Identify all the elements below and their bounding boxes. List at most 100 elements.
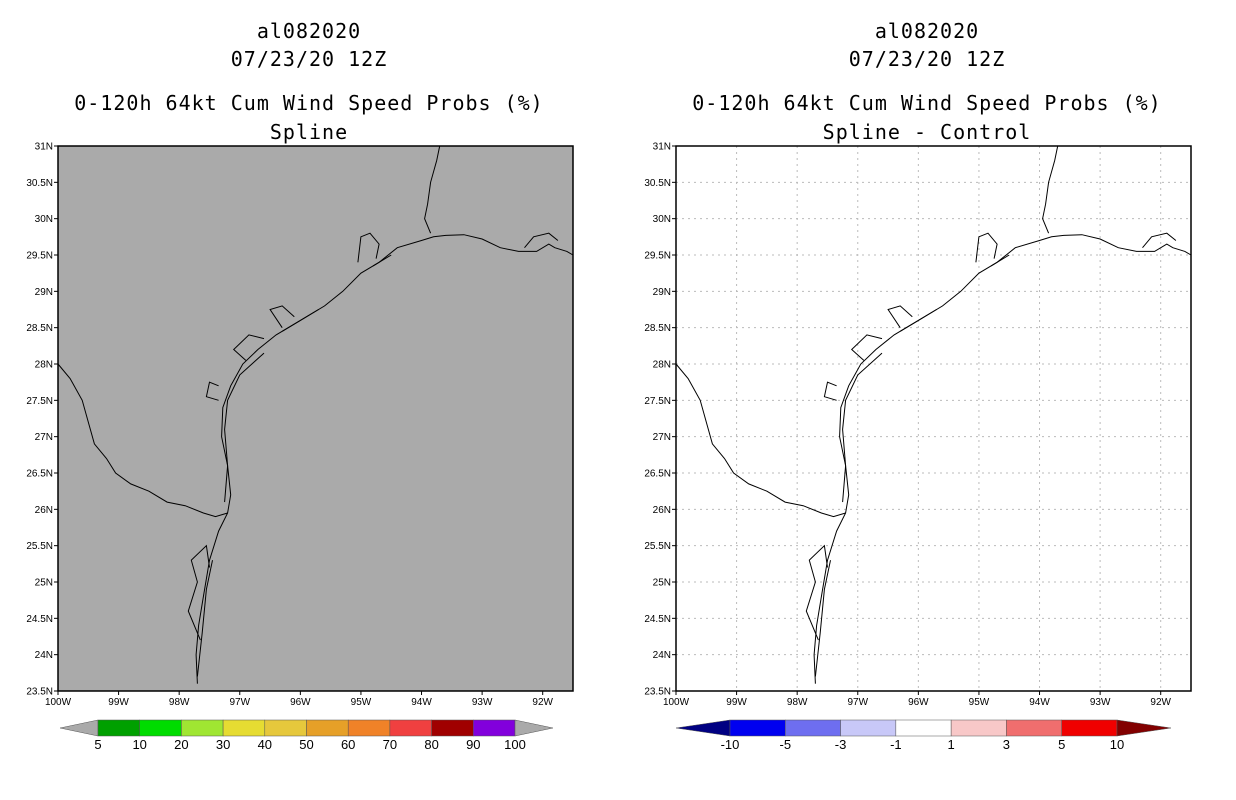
lon-tick-label: 98W [787, 697, 808, 708]
right-map-frame [675, 145, 1192, 692]
lat-tick-label: 24.5N [26, 614, 53, 625]
colorbar-box [97, 719, 140, 737]
lon-tick-label: 94W [411, 697, 432, 708]
lon-tick-label: 97W [229, 697, 250, 708]
colorbar-box [389, 719, 432, 737]
colorbar-box [347, 719, 391, 737]
colorbar-box [729, 719, 786, 737]
colorbar-high-arrow [1116, 719, 1172, 737]
left-title-date: 07/23/20 12Z [231, 47, 388, 71]
colorbar-label: 90 [466, 737, 480, 752]
lon-tick-label: 95W [351, 697, 372, 708]
colorbar-box [895, 719, 952, 737]
colorbar-box [431, 719, 474, 737]
colorbar-label: 80 [424, 737, 438, 752]
lon-tick-label: 97W [847, 697, 868, 708]
lat-tick-label: 30N [653, 214, 671, 225]
lat-tick-label: 24.5N [644, 614, 671, 625]
lat-tick-label: 29N [653, 287, 671, 298]
lon-tick-label: 94W [1029, 697, 1050, 708]
colorbar-label: 40 [258, 737, 272, 752]
lat-tick-label: 30.5N [26, 178, 53, 189]
right-title-product: 0-120h 64kt Cum Wind Speed Probs (%) [692, 91, 1161, 115]
left-coastline [57, 145, 574, 684]
right-title-date: 07/23/20 12Z [849, 47, 1006, 71]
lat-tick-label: 25.5N [644, 541, 671, 552]
left-map-background [58, 146, 573, 691]
right-title-storm: al082020 [875, 19, 979, 43]
lon-tick-label: 93W [1090, 697, 1111, 708]
colorbar-label: 5 [1058, 737, 1065, 752]
colorbar-label: -3 [835, 737, 847, 752]
barrier-island [372, 254, 392, 267]
right-lon-axis: 100W 99W 98W 97W 96W 95W 94W 93W 92W [663, 691, 1172, 708]
lat-tick-label: 23.5N [644, 687, 671, 698]
bay-outline [887, 305, 913, 328]
lat-tick-label: 29N [35, 287, 53, 298]
lat-tick-label: 25N [653, 578, 671, 589]
left-title-storm: al082020 [257, 19, 361, 43]
lat-tick-label: 28.5N [644, 323, 671, 334]
bay-outline [1142, 232, 1177, 249]
lat-tick-label: 28N [653, 360, 671, 371]
rio-grande-border [675, 363, 846, 518]
barrier-island [899, 309, 937, 332]
lat-tick-label: 29.5N [26, 251, 53, 262]
lon-tick-label: 99W [726, 697, 747, 708]
bay-outline [823, 381, 837, 401]
lon-tick-label: 93W [472, 697, 493, 708]
bay-outline [524, 232, 559, 249]
lon-tick-label: 96W [908, 697, 929, 708]
colorbar-box [222, 719, 266, 737]
lat-tick-label: 26.5N [644, 469, 671, 480]
colorbar-label: 50 [299, 737, 313, 752]
lon-tick-label: 100W [663, 697, 690, 708]
lon-tick-label: 99W [108, 697, 129, 708]
lat-tick-label: 27N [35, 432, 53, 443]
colorbar-label: 10 [132, 737, 146, 752]
lat-tick-label: 26.5N [26, 469, 53, 480]
left-lat-axis: 23.5N 24N 24.5N 25N 25.5N 26N 26.5N 27N 27.5N 28N… [26, 142, 58, 698]
panel-right: al082020 07/23/20 12Z 0-120h 64kt Cum Wi… [644, 19, 1192, 752]
bay-outline [805, 544, 828, 641]
lat-tick-label: 27.5N [644, 396, 671, 407]
bay-outline [187, 544, 210, 641]
lat-tick-label: 31N [653, 142, 671, 153]
colorbar-label: 1 [948, 737, 955, 752]
colorbar-label: 30 [216, 737, 230, 752]
panel-left: al082020 07/23/20 12Z 0-120h 64kt Cum Wi… [26, 19, 574, 752]
sabine-river-border [424, 145, 441, 234]
colorbar-box [785, 719, 841, 737]
lat-tick-label: 31N [35, 142, 53, 153]
colorbar-box [840, 719, 897, 737]
colorbar-label: 10 [1110, 737, 1124, 752]
rio-grande-border [57, 363, 228, 518]
colorbar-box [139, 719, 182, 737]
colorbar-low-arrow [675, 719, 731, 737]
lat-tick-label: 26N [653, 505, 671, 516]
right-map-background [676, 146, 1191, 691]
lon-tick-label: 92W [1150, 697, 1171, 708]
colorbar-box [950, 719, 1007, 737]
left-title-product: 0-120h 64kt Cum Wind Speed Probs (%) [74, 91, 543, 115]
colorbar-label: 100 [504, 737, 526, 752]
right-coastline [675, 145, 1192, 684]
barrier-island [814, 560, 831, 677]
barrier-island [842, 352, 883, 503]
colorbar-low-arrow [59, 719, 99, 737]
lon-tick-label: 100W [45, 697, 72, 708]
bay-outline [232, 334, 265, 361]
lat-tick-label: 30N [35, 214, 53, 225]
left-map-frame [57, 145, 574, 692]
colorbar-label: -5 [780, 737, 792, 752]
right-title-method: Spline - Control [823, 120, 1032, 144]
lat-tick-label: 27.5N [26, 396, 53, 407]
barrier-island [281, 309, 319, 332]
gulf-coastline [813, 234, 1192, 684]
bay-outline [205, 381, 219, 401]
colorbar-label: 3 [1003, 737, 1010, 752]
barrier-island [990, 254, 1010, 267]
lat-tick-label: 25.5N [26, 541, 53, 552]
colorbar-box [1006, 719, 1062, 737]
lon-tick-label: 92W [532, 697, 553, 708]
